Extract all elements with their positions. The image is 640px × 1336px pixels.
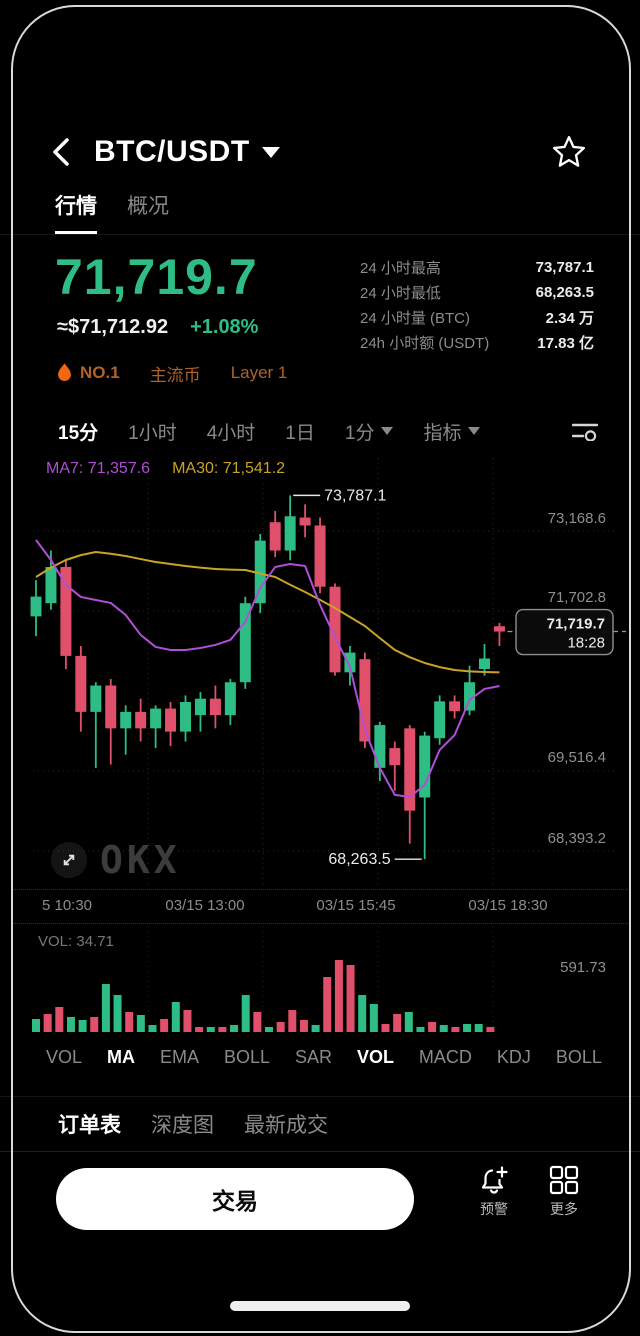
stat-row: 24 小时量 (BTC) 2.34 万	[360, 305, 594, 330]
token-badges: NO.1 主流币 Layer 1	[57, 360, 287, 386]
pair-title: BTC/USDT	[94, 135, 250, 168]
time-axis-label: 5 10:30	[41, 897, 93, 914]
orderbook-tabs: 订单表 深度图 最新成交	[0, 1096, 640, 1152]
candlestick-chart[interactable]: 73,168.6 71,702.8 69,516.4 68,393.2 73,787.1…	[0, 452, 640, 889]
flame-icon	[57, 363, 72, 383]
fiat-row: ≈$71,712.92 +1.08%	[57, 316, 258, 339]
back-button[interactable]	[50, 137, 78, 167]
stat-value: 17.83 亿	[537, 335, 594, 352]
bell-plus-icon	[481, 1166, 508, 1194]
nav-tabs: 行情 概况	[0, 190, 640, 235]
svg-text:18:28: 18:28	[567, 635, 605, 652]
okx-logo: OKX	[100, 838, 181, 882]
trade-button[interactable]: 交易	[56, 1168, 414, 1230]
stat-value: 2.34 万	[545, 310, 594, 327]
stat-row: 24 小时最低 68,263.5	[360, 280, 594, 305]
timeframe-1d[interactable]: 1日	[285, 422, 315, 444]
grid-icon	[549, 1165, 579, 1195]
svg-text:VOL: 34.71: VOL: 34.71	[38, 933, 114, 950]
home-indicator[interactable]	[230, 1301, 410, 1311]
stat-label: 24 小时最高	[360, 260, 441, 277]
timeframe-15m[interactable]: 15分	[58, 422, 99, 444]
alert-label: 预警	[480, 1201, 508, 1217]
alert-button[interactable]: 预警	[466, 1164, 522, 1219]
svg-text:68,263.5: 68,263.5	[328, 851, 390, 868]
svg-text:68,393.2: 68,393.2	[548, 830, 606, 847]
indicator-macd[interactable]: MACD	[418, 1046, 472, 1067]
chart-settings-icon	[572, 423, 598, 441]
badge-tag[interactable]: 主流币	[149, 365, 201, 385]
last-price: 71,719.7	[55, 249, 258, 305]
watermark: OKX	[50, 838, 181, 882]
indicator-vol-sub[interactable]: VOL	[356, 1046, 394, 1067]
expand-chart-button[interactable]	[50, 841, 88, 879]
volume-pane[interactable]: VOL: 34.71 591.73	[0, 922, 640, 1036]
more-label: 更多	[550, 1201, 578, 1217]
chevron-left-icon	[53, 138, 69, 166]
time-axis: 5 10:30 03/15 13:00 03/15 15:45 03/15 18:30	[12, 889, 628, 924]
stat-value: 68,263.5	[535, 284, 594, 301]
ma30-label: MA30: 71,541.2	[172, 460, 286, 477]
fiat-price: ≈$71,712.92	[57, 316, 169, 338]
tab-order-book[interactable]: 订单表	[58, 1114, 121, 1137]
header: BTC/USDT	[0, 130, 640, 174]
timeframe-more-dropdown[interactable]: 1分	[345, 418, 394, 445]
star-icon	[552, 135, 586, 167]
stats-panel: 24 小时最高 73,787.1 24 小时最低 68,263.5 24 小时量…	[360, 255, 594, 355]
tab-latest-trades[interactable]: 最新成交	[244, 1114, 328, 1137]
svg-text:73,168.6: 73,168.6	[548, 510, 606, 527]
change-percent: +1.08%	[190, 316, 259, 338]
stat-label: 24 小时量 (BTC)	[360, 310, 471, 327]
stat-row: 24h 小时额 (USDT) 17.83 亿	[360, 330, 594, 355]
indicator-kdj[interactable]: KDJ	[496, 1046, 531, 1067]
indicator-ema[interactable]: EMA	[159, 1046, 199, 1067]
badge-tag[interactable]: Layer 1	[230, 363, 288, 382]
tab-overview[interactable]: 概况	[127, 195, 169, 218]
badge-rank[interactable]: NO.1	[80, 363, 120, 382]
svg-text:69,516.4: 69,516.4	[548, 749, 606, 766]
indicator-tabs: VOL MA EMA BOLL SAR VOL MACD KDJ BOLL	[46, 1040, 602, 1074]
indicator-sar[interactable]: SAR	[294, 1046, 332, 1067]
timeframe-1h[interactable]: 1小时	[128, 422, 177, 444]
svg-text:591.73: 591.73	[560, 959, 606, 976]
pair-dropdown-caret-icon[interactable]	[261, 146, 280, 158]
indicator-vol[interactable]: VOL	[46, 1046, 83, 1067]
ma-labels: MA7: 71,357.6 MA30: 71,541.2	[46, 460, 285, 478]
stat-row: 24 小时最高 73,787.1	[360, 255, 594, 280]
indicator-dropdown[interactable]: 指标	[423, 418, 481, 445]
indicator-boll-sub[interactable]: BOLL	[555, 1046, 602, 1067]
indicator-ma[interactable]: MA	[107, 1046, 135, 1067]
chevron-down-icon	[468, 427, 481, 435]
stat-value: 73,787.1	[535, 259, 594, 276]
tab-market[interactable]: 行情	[55, 190, 97, 234]
more-button[interactable]: 更多	[536, 1164, 592, 1219]
timeframe-4h[interactable]: 4小时	[206, 422, 256, 444]
chevron-down-icon	[381, 427, 394, 435]
stat-label: 24 小时最低	[360, 285, 441, 302]
stat-label: 24h 小时额 (USDT)	[360, 335, 490, 352]
svg-text:73,787.1: 73,787.1	[324, 487, 386, 504]
tab-depth-chart[interactable]: 深度图	[151, 1114, 214, 1137]
timeframe-bar: 15分 1小时 4小时 1日 1分 指标	[0, 412, 640, 450]
time-axis-label: 03/15 15:45	[316, 897, 396, 914]
favorite-button[interactable]	[552, 135, 586, 169]
indicator-boll[interactable]: BOLL	[223, 1046, 270, 1067]
ma7-label: MA7: 71,357.6	[46, 460, 151, 477]
svg-text:71,719.7: 71,719.7	[547, 616, 605, 633]
svg-text:71,702.8: 71,702.8	[548, 589, 606, 606]
chart-settings-button[interactable]	[572, 421, 598, 441]
time-axis-label: 03/15 18:30	[468, 897, 548, 914]
time-axis-label: 03/15 13:00	[165, 897, 245, 914]
